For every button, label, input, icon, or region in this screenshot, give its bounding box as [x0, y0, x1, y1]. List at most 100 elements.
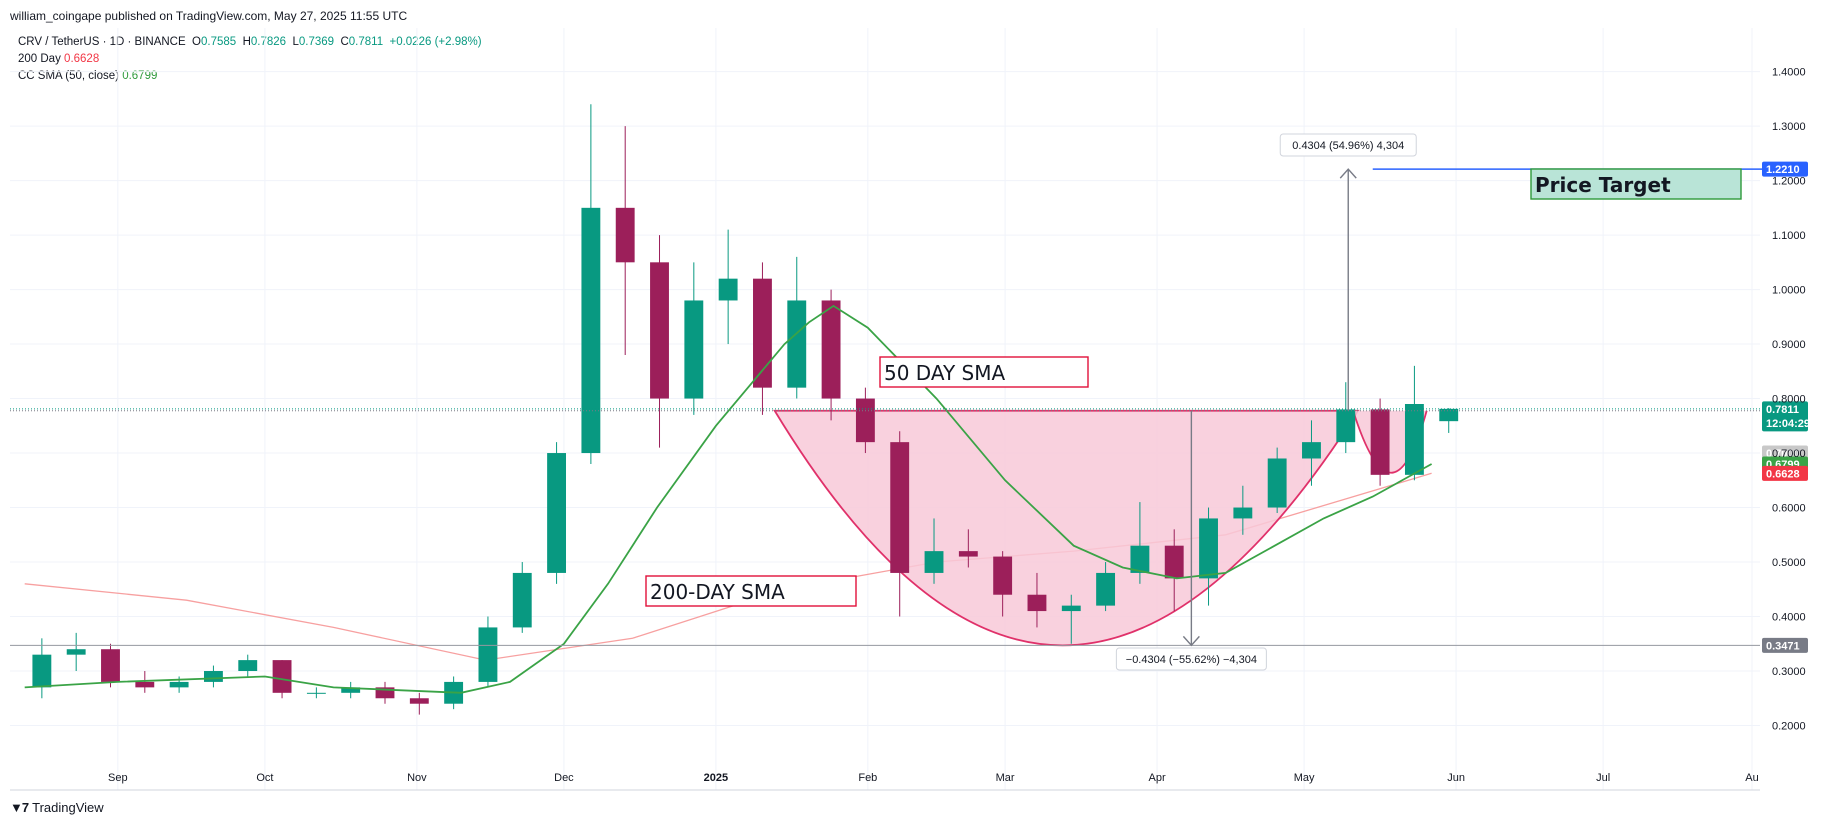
candle	[101, 643, 120, 688]
time-axis[interactable]: Sep Oct Nov Dec 2025 Feb Mar Apr May Jun Jul Au	[10, 772, 1760, 791]
sma50-line	[24, 304, 1433, 694]
candle-body	[512, 572, 532, 628]
publisher-line: william_coingape published on TradingVie…	[10, 9, 408, 23]
candle	[66, 632, 86, 672]
sma50-layer	[24, 304, 1433, 694]
candle-body	[958, 551, 978, 557]
candle	[718, 229, 738, 345]
candle	[1302, 420, 1321, 486]
current-price-countdown: 12:04:29	[1766, 418, 1810, 430]
candle	[650, 235, 669, 448]
candle-body	[1199, 518, 1218, 579]
candle-body	[615, 207, 635, 263]
candle-body	[924, 551, 944, 573]
candle-body	[684, 300, 704, 399]
candle-body	[272, 660, 292, 693]
candle	[1370, 398, 1390, 486]
x-tick-label: Apr	[1148, 772, 1165, 784]
measure-down-arrow-icon	[1182, 635, 1200, 647]
candle	[1336, 382, 1356, 454]
y-tick-label: 0.5000	[1772, 557, 1806, 569]
candle	[1061, 594, 1081, 644]
y-tick-label: 0.4000	[1772, 612, 1806, 624]
candle	[1267, 447, 1287, 513]
candle	[1199, 507, 1218, 606]
candle-body	[1061, 605, 1081, 612]
target-tag	[1762, 161, 1808, 177]
candle	[1027, 572, 1047, 628]
candle	[753, 262, 772, 415]
candle	[32, 638, 52, 699]
legend-high-value: 0.7826	[250, 36, 287, 48]
candle	[135, 671, 155, 693]
candle-body	[753, 278, 772, 388]
price-target-text: Price Target	[1535, 173, 1671, 197]
candle	[341, 681, 361, 699]
candle-body	[238, 660, 258, 672]
candle-body	[855, 398, 875, 443]
measure-up-arrow-icon	[1339, 168, 1357, 179]
candle-body	[1027, 594, 1047, 612]
ma200-label-box	[645, 575, 857, 607]
y-tick-label: 0.9000	[1772, 339, 1806, 351]
legend-sma50-row[interactable]: CC SMA (50, close) 0.6799	[18, 68, 482, 85]
cup-bottom-tag-label: 0.3471	[1766, 640, 1800, 652]
candle-body	[1267, 458, 1287, 508]
candle	[1439, 408, 1459, 433]
legend-sma50-value: 0.6799	[122, 70, 158, 82]
y-tick-label: 1.1000	[1772, 230, 1806, 242]
candle-body	[581, 207, 601, 454]
candle-body	[547, 453, 567, 573]
candle-body	[101, 649, 120, 682]
y-tick-label: 1.2000	[1772, 176, 1806, 188]
legend-sma50-label: CC SMA (50, close)	[18, 70, 119, 82]
candle	[306, 687, 326, 699]
candle	[547, 442, 567, 584]
x-tick-label: Dec	[554, 772, 574, 784]
cup-pattern-layer	[773, 409, 1428, 647]
measure-up-label: 0.4304 (54.96%) 4,304	[1292, 140, 1404, 152]
candle-body	[718, 278, 738, 301]
candle-body	[375, 687, 395, 699]
legend-change: +0.0226 (+2.98%)	[389, 36, 482, 48]
legend-high-label: H	[242, 36, 251, 48]
target-tag-label: 1.2210	[1766, 164, 1800, 176]
candle	[821, 289, 841, 421]
legend-open-label: O	[192, 36, 201, 48]
x-tick-label: 2025	[704, 772, 728, 784]
tradingview-brand[interactable]: ▼7 TradingView	[10, 800, 104, 815]
measure-up-box	[1279, 133, 1417, 157]
brand-name: TradingView	[32, 800, 104, 815]
candle	[993, 551, 1013, 617]
legend-low-label: L	[292, 36, 299, 48]
y-tick-label: 1.4000	[1772, 67, 1806, 79]
candle	[958, 529, 978, 568]
candle	[855, 387, 875, 454]
y-tick-label: 0.3000	[1772, 666, 1806, 678]
x-tick-label: Mar	[996, 772, 1015, 784]
candle	[924, 518, 944, 584]
ma200-tag-label: 0.6628	[1766, 468, 1800, 480]
x-tick-label: May	[1294, 772, 1315, 784]
price-axis[interactable]: 0.2000 0.3000 0.4000 0.5000 0.6000 0.7000 0.80…	[1772, 67, 1806, 733]
candle	[1164, 529, 1184, 612]
chart-grid	[10, 28, 1760, 790]
candle	[409, 692, 429, 715]
candle-body	[1302, 442, 1321, 459]
annotations-layer: −0.4304 (−55.62%) −4,304 0.4304 (54.96%) …	[645, 133, 1742, 671]
price-target-box	[1530, 168, 1742, 200]
legend-ma200-row[interactable]: 200 Day 0.6628	[18, 51, 482, 68]
cup-bottom-tag	[1762, 637, 1808, 653]
candle	[890, 431, 910, 617]
legend-symbol-row[interactable]: CRV / TetherUS · 1D · BINANCE O0.7585 H0…	[18, 34, 482, 51]
candle-body	[66, 649, 86, 655]
candle-body	[169, 681, 189, 688]
candle-body	[409, 698, 429, 704]
legend-symbol: CRV / TetherUS · 1D · BINANCE	[18, 36, 186, 48]
candle-body	[787, 300, 807, 388]
candle-body	[1164, 545, 1184, 579]
candle	[375, 681, 395, 704]
sma50-label-box	[879, 356, 1089, 388]
candle	[1096, 562, 1116, 612]
